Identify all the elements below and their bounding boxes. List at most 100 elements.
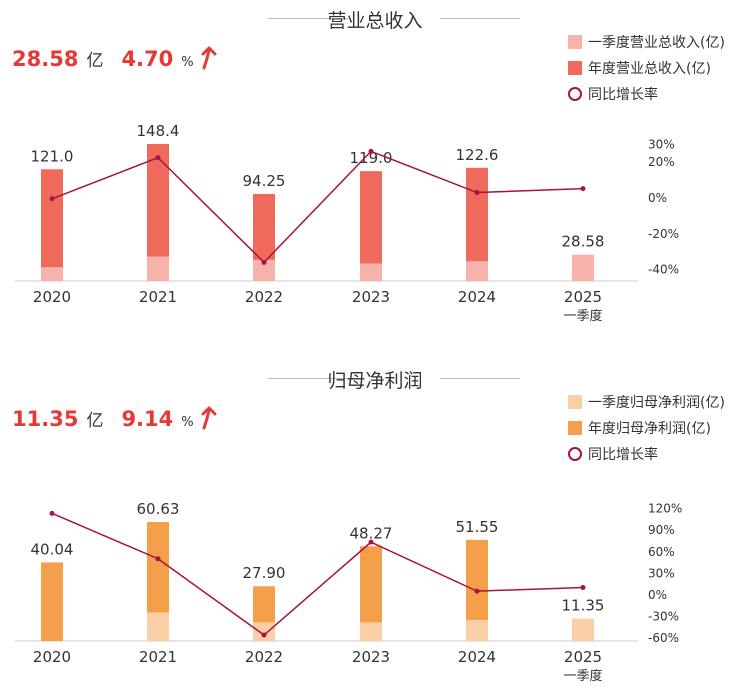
profit-headline-unit: 亿 [86,411,104,431]
profit-headline-yoy-unit: % [181,415,194,430]
legend-label: 一季度营业总收入(亿) [588,35,725,51]
y2-tick-label: -30% [648,610,679,624]
bar-data-label: 51.55 [456,518,499,536]
quarter-bar [360,263,382,281]
legend-label: 一季度归母净利润(亿) [588,395,725,411]
growth-rate-point [261,632,267,638]
growth-rate-point [368,539,374,545]
legend-marker [568,447,582,461]
x-tick-label: 2023 [352,648,390,666]
profit-title-row: 归母净利润 [0,366,750,392]
revenue-chart-title: 营业总收入 [327,10,423,32]
quarter-bar [572,254,594,281]
annual-bar [41,562,63,641]
bar-data-label: 48.27 [350,524,393,542]
legend-label: 同比增长率 [588,87,658,103]
profit-panel: 归母净利润 11.35 亿 9.14% 一季度归母净利润(亿) 年度归母净利润(亿)… [0,360,750,693]
title-divider-right [440,18,520,19]
quarter-bar [466,619,488,641]
y2-tick-label: 0% [648,191,667,205]
x-tick-label: 2023 [352,288,390,306]
y2-tick-label: 30% [648,566,675,580]
quarter-bar [360,622,382,641]
profit-chart-title: 归母净利润 [327,370,423,392]
annual-bar [41,169,63,281]
title-divider-left [268,18,348,19]
growth-rate-line [51,150,584,264]
revenue-headline: 28.58 亿 4.70% [12,46,218,76]
growth-rate-point [580,186,586,192]
annual-bar [360,171,382,281]
y2-tick-label: 90% [648,523,675,537]
profit-legend: 一季度归母净利润(亿) 年度归母净利润(亿) 同比增长率 [568,394,748,472]
title-divider-right [440,378,520,379]
growth-rate-point [49,510,55,516]
revenue-chart: 30% 20% 0% -20% -40% 121.0 2020 148.4 2021 94.25 2… [15,122,679,324]
bar-data-label: 27.90 [243,564,286,582]
growth-rate-point [49,196,55,202]
x-tick-label: 2025 [564,288,602,306]
x-tick-label: 2021 [139,648,177,666]
legend-item-growth-rate: 同比增长率 [568,86,748,112]
x-tick-label: 2022 [245,288,283,306]
profit-headline-value: 11.35 [12,407,79,431]
quarter-bar [466,261,488,281]
legend-item-quarter-revenue: 一季度营业总收入(亿) [568,34,748,60]
growth-rate-point [261,259,267,265]
growth-rate-point [474,588,480,594]
x-tick-sublabel: 一季度 [563,308,602,324]
legend-item-quarter-profit: 一季度归母净利润(亿) [568,394,748,420]
annual-bar [360,546,382,641]
x-tick-sublabel: 一季度 [563,668,602,684]
y2-tick-label: -20% [648,227,679,241]
y2-tick-label: 120% [648,502,682,516]
legend-item-growth-rate: 同比增长率 [568,446,748,472]
bar-data-label: 122.6 [456,146,499,164]
growth-rate-line [51,512,584,636]
legend-item-annual-revenue: 年度营业总收入(亿) [568,60,748,86]
growth-rate-point [474,190,480,196]
up-arrow-icon [200,46,218,74]
profit-chart: 120% 90% 60% 30% 0% -30% -60% 40.04 2020 60.63 202… [15,500,682,684]
bar-data-label: 40.04 [31,540,74,558]
legend-label: 同比增长率 [588,447,658,463]
bar-data-label: 11.35 [562,597,605,615]
quarter-bar [572,618,594,641]
bar-data-label: 28.58 [562,233,605,251]
annual-bar [466,167,488,281]
bar-data-label: 94.25 [243,172,286,190]
legend-marker [568,87,582,101]
x-tick-label: 2021 [139,288,177,306]
growth-rate-point [580,585,586,591]
annual-bar [147,522,169,641]
y2-tick-label: 30% [648,137,675,151]
quarter-bar [253,259,275,281]
profit-headline: 11.35 亿 9.14% [12,406,218,436]
quarter-bar [253,622,275,641]
bar-data-label: 121.0 [31,147,74,165]
x-tick-label: 2025 [564,648,602,666]
title-divider-left [268,378,348,379]
x-tick-label: 2024 [458,288,496,306]
legend-item-annual-profit: 年度归母净利润(亿) [568,420,748,446]
quarter-bar [41,267,63,281]
legend-label: 年度归母净利润(亿) [588,421,711,437]
legend-label: 年度营业总收入(亿) [588,61,711,77]
revenue-headline-value: 28.58 [12,47,79,71]
legend-swatch [568,35,582,49]
revenue-headline-yoy-unit: % [181,55,194,70]
y2-tick-label: 20% [648,155,675,169]
x-tick-label: 2022 [245,648,283,666]
profit-headline-yoy: 9.14 [121,407,174,431]
growth-rate-point [368,148,374,154]
x-tick-label: 2020 [33,288,71,306]
annual-bar [147,144,169,281]
up-arrow-icon [200,406,218,434]
x-tick-label: 2024 [458,648,496,666]
growth-rate-point [155,556,161,562]
growth-rate-point [155,155,161,161]
revenue-headline-yoy: 4.70 [121,47,174,71]
y2-tick-label: -60% [648,631,679,645]
revenue-panel: 营业总收入 28.58 亿 4.70% 一季度营业总收入(亿) 年度营业总收入(亿)… [0,0,750,340]
legend-swatch [568,395,582,409]
